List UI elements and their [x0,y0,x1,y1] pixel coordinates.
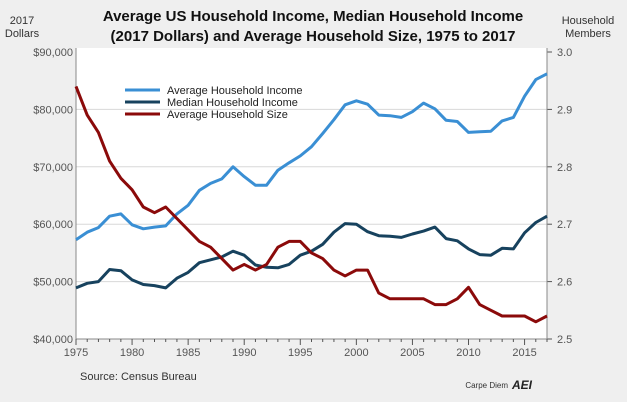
aei-logo: AEI [511,378,533,392]
x-tick-label: 2005 [400,347,424,359]
x-tick-label: 2015 [512,347,536,359]
y-left-tick-label: $80,000 [33,104,73,116]
x-tick-label: 1995 [288,347,312,359]
y-left-tick-label: $60,000 [33,219,73,231]
legend-label: Average Household Size [167,109,288,121]
x-tick-label: 1975 [64,347,88,359]
left-axis-label-line2: Dollars [5,28,40,40]
left-axis-label-line1: 2017 [10,15,34,27]
right-axis-label-line2: Members [565,28,611,40]
y-left-tick-label: $50,000 [33,277,73,289]
x-tick-label: 1985 [176,347,200,359]
legend-label: Median Household Income [167,97,298,109]
x-tick-label: 2010 [456,347,480,359]
x-tick-label: 1990 [232,347,256,359]
right-axis-label-line1: Household [562,15,615,27]
y-right-tick-label: 2.9 [557,104,572,116]
y-left-tick-label: $70,000 [33,162,73,174]
y-right-tick-label: 3.0 [557,47,572,59]
y-right-tick-label: 2.7 [557,219,572,231]
chart-subtitle: (2017 Dollars) and Average Household Siz… [111,28,516,45]
y-right-tick-label: 2.8 [557,162,572,174]
series-line-average-household-size [74,85,548,324]
source-note: Source: Census Bureau [80,371,197,383]
plot-area [76,48,547,339]
series-line-average-household-income [75,72,548,241]
chart-title: Average US Household Income, Median Hous… [103,8,523,25]
y-right-tick-label: 2.6 [557,277,572,289]
x-tick-label: 1980 [120,347,144,359]
y-right-tick-label: 2.5 [557,334,572,346]
y-left-tick-label: $90,000 [33,47,73,59]
legend-label: Average Household Income [167,85,303,97]
credit-text: Carpe Diem [465,381,508,390]
y-left-tick-label: $40,000 [33,334,73,346]
x-tick-label: 2000 [344,347,368,359]
